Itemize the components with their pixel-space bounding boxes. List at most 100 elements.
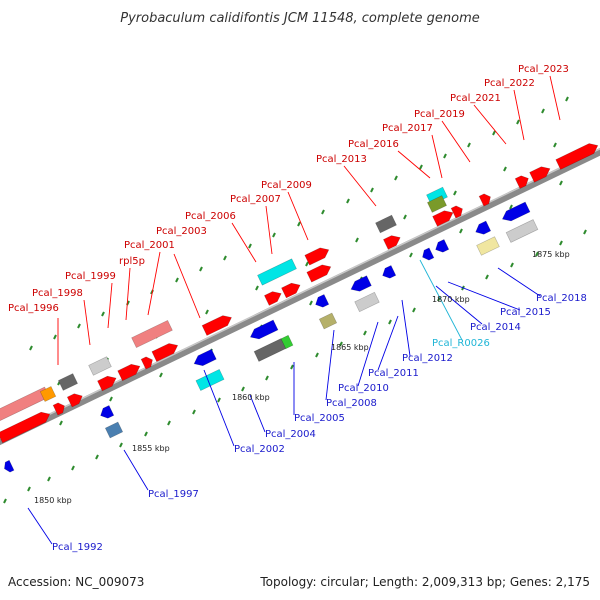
label-pcal-2004: Pcal_2004 <box>265 429 316 440</box>
gene-block-14 <box>264 291 282 306</box>
tick-inner-2 <box>159 372 163 378</box>
leader-10 <box>397 150 431 179</box>
label-pcal-1996: Pcal_1996 <box>8 303 59 314</box>
label-pcal-2017: Pcal_2017 <box>382 123 433 134</box>
gene-block-4 <box>52 402 65 416</box>
tick-inner-7 <box>409 252 413 258</box>
leader-9 <box>343 165 377 207</box>
gene-shape-41 <box>422 247 435 261</box>
accession-text: Accession: NC_009073 <box>8 575 144 589</box>
gene-block-18 <box>375 214 397 234</box>
leader-b-0 <box>27 507 53 545</box>
leader-b-10 <box>435 285 483 325</box>
gene-shape-12 <box>201 315 232 336</box>
gene-block-40 <box>382 265 397 279</box>
tick-high-7 <box>199 266 203 272</box>
gene-shape-32 <box>195 369 225 391</box>
leader-b-7 <box>377 315 399 371</box>
gene-block-13 <box>257 258 297 286</box>
leader-11 <box>431 134 443 179</box>
genome-backbone <box>0 147 600 446</box>
tick-high-2 <box>77 323 81 329</box>
tick-high-9 <box>248 243 252 249</box>
tick-high-8 <box>223 255 227 261</box>
tick-high-11 <box>297 221 301 227</box>
label-pcal-2018: Pcal_2018 <box>536 293 587 304</box>
gene-block-12 <box>201 315 232 336</box>
label-pcal-2001: Pcal_2001 <box>124 240 175 251</box>
tick-low-24 <box>583 229 587 235</box>
gene-block-26 <box>529 166 551 183</box>
tick-high-14 <box>370 187 374 193</box>
tick-low-20 <box>485 274 489 280</box>
gene-block-43 <box>475 220 492 235</box>
gene-block-35 <box>280 334 294 350</box>
leader-b-11 <box>447 281 521 311</box>
gene-shape-11 <box>151 343 179 362</box>
label-pcal-2005: Pcal_2005 <box>294 413 345 424</box>
gene-shape-29 <box>100 405 115 419</box>
gene-shape-2 <box>58 373 78 391</box>
gene-block-16 <box>304 247 330 266</box>
leader-2 <box>107 282 113 329</box>
scale-label-1860: 1860 kbp <box>232 393 270 402</box>
tick-mid-6 <box>305 261 309 267</box>
leader-b-2 <box>203 369 235 447</box>
gene-block-31 <box>193 348 217 367</box>
tick-mid-5 <box>255 285 259 291</box>
gene-shape-18 <box>375 214 397 234</box>
gene-shape-30 <box>104 421 124 439</box>
tick-inner-9 <box>509 204 513 210</box>
scale-label-1865: 1865 kbp <box>331 343 369 352</box>
leader-12 <box>441 120 471 163</box>
label-pcal-2023: Pcal_2023 <box>518 64 569 75</box>
gene-shape-5 <box>66 393 83 408</box>
gene-shape-25 <box>514 175 529 189</box>
gene-shape-21 <box>427 195 447 213</box>
label-pcal-r0026: Pcal_R0026 <box>432 338 490 349</box>
gene-shape-27 <box>555 143 599 170</box>
tick-low-12 <box>290 364 294 370</box>
leader-4 <box>147 251 161 316</box>
tick-low-17 <box>412 307 416 313</box>
tick-low-7 <box>167 420 171 426</box>
tick-high-18 <box>467 142 471 148</box>
label-pcal-1998: Pcal_1998 <box>32 288 83 299</box>
tick-low-0 <box>3 498 7 504</box>
backbone-highlight <box>0 147 600 440</box>
gene-shape-8 <box>117 363 141 382</box>
gene-block-27 <box>555 143 599 170</box>
label-pcal-2015: Pcal_2015 <box>500 307 551 318</box>
gene-shape-35 <box>280 334 294 350</box>
leader-7 <box>265 205 273 255</box>
scale-label-1870: 1870 kbp <box>432 295 470 304</box>
tick-high-21 <box>541 108 545 114</box>
label-pcal-1997: Pcal_1997 <box>148 489 199 500</box>
gene-block-2 <box>58 373 78 391</box>
tick-high-17 <box>443 153 447 159</box>
gene-shape-43 <box>475 220 492 235</box>
gene-shape-3 <box>0 411 51 444</box>
label-pcal-2006: Pcal_2006 <box>185 211 236 222</box>
leader-3 <box>125 267 131 321</box>
tick-low-13 <box>315 352 319 358</box>
gene-block-32 <box>195 369 225 391</box>
tick-low-4 <box>95 454 99 460</box>
label-pcal-2008: Pcal_2008 <box>326 398 377 409</box>
label-pcal-2021: Pcal_2021 <box>450 93 501 104</box>
tick-low-2 <box>47 476 51 482</box>
gene-block-21 <box>427 195 447 213</box>
label-pcal-1999: Pcal_1999 <box>65 271 116 282</box>
leader-6 <box>231 222 257 263</box>
leader-b-8 <box>401 299 411 357</box>
tick-high-1 <box>53 334 57 340</box>
gene-shape-16 <box>304 247 330 266</box>
tick-mid-4 <box>205 309 209 315</box>
tick-high-3 <box>101 311 105 317</box>
gene-block-22 <box>432 210 454 227</box>
map-title: Pyrobaculum calidifontis JCM 11548, comp… <box>120 11 480 26</box>
tick-high-10 <box>272 232 276 238</box>
gene-shape-26 <box>529 166 551 183</box>
gene-block-34 <box>253 338 287 362</box>
